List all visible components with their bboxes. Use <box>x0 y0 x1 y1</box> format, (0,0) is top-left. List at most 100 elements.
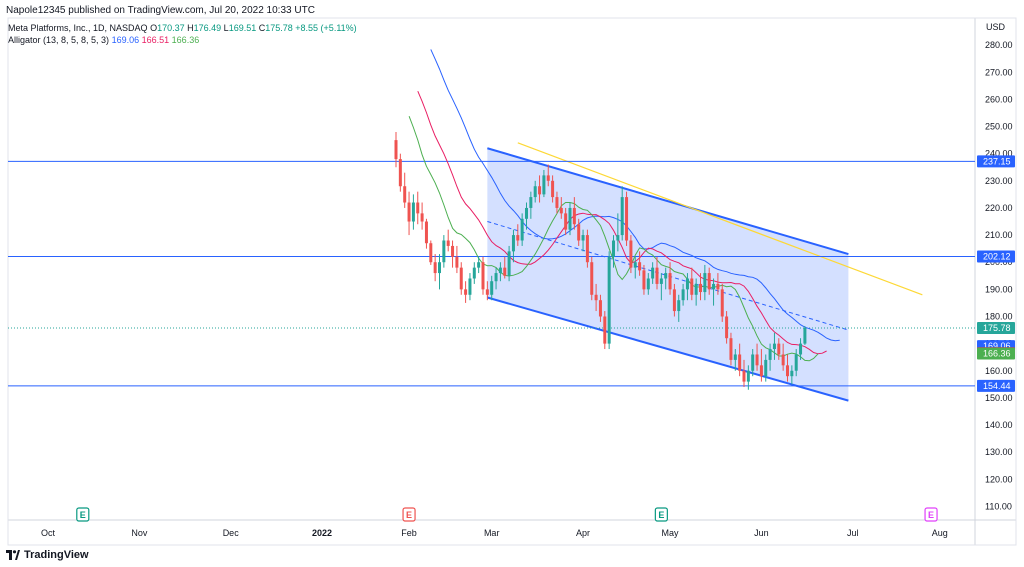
price-tick-label: 260.00 <box>985 94 1013 104</box>
price-tick-label: 150.00 <box>985 393 1013 403</box>
candle-body <box>603 316 607 344</box>
candle-body <box>612 240 615 257</box>
candle-body <box>659 278 663 284</box>
channel-fill <box>487 148 849 401</box>
time-tick-label: Jul <box>847 528 859 538</box>
symbol-legend-row: Meta Platforms, Inc., 1D, NASDAQ O170.37… <box>8 22 357 34</box>
time-tick-label: May <box>662 528 680 538</box>
candle-body <box>494 273 498 282</box>
candle-body <box>625 197 629 241</box>
candle-body <box>707 273 711 290</box>
price-badge <box>977 347 1015 360</box>
candle-body <box>699 283 702 293</box>
resistance-trendline <box>517 142 923 296</box>
channel-upper-line <box>487 147 849 256</box>
candle-body <box>633 262 637 268</box>
candle-body <box>546 175 550 181</box>
candle-body <box>772 343 776 350</box>
price-tick-label: 160.00 <box>985 366 1013 376</box>
candle-body <box>464 289 468 295</box>
candle-body <box>598 300 602 317</box>
time-tick-label: Jun <box>754 528 769 538</box>
candle-body <box>559 207 563 214</box>
candle-body <box>646 278 650 290</box>
candle-body <box>568 207 572 230</box>
earnings-marker <box>402 507 416 522</box>
price-badge <box>977 379 1015 392</box>
candle-body <box>638 262 642 271</box>
low-value: 169.51 <box>228 23 257 33</box>
jaw-value: 169.06 <box>111 35 140 45</box>
price-badge <box>977 155 1015 168</box>
low-label: L <box>223 23 229 33</box>
candle-body <box>685 278 689 290</box>
alligator-jaw-line <box>430 49 840 342</box>
candle-body <box>525 207 528 219</box>
candle-body <box>742 370 746 382</box>
candle-body <box>520 218 524 241</box>
chart-legend: Meta Platforms, Inc., 1D, NASDAQ O170.37… <box>8 22 357 46</box>
candle-body <box>585 235 589 263</box>
candle-body <box>451 245 455 257</box>
open-value: 170.37 <box>157 23 185 33</box>
indicator-name: Alligator (13, 8, 5, 8, 5, 3) <box>8 35 110 45</box>
price-tick-label: 250.00 <box>985 122 1013 132</box>
candle-body <box>407 202 411 222</box>
price-badge-label: 237.15 <box>983 156 1011 166</box>
price-badge-label: 175.78 <box>983 323 1011 333</box>
candle-body <box>411 202 415 222</box>
candle-body <box>433 262 437 274</box>
candles <box>394 131 807 390</box>
candle-body <box>668 273 672 290</box>
candle-body <box>577 224 581 241</box>
earnings-marker-label: E <box>406 510 412 520</box>
change-value: +8.55 (+5.11%) <box>295 23 357 33</box>
candle-body <box>446 240 450 246</box>
alligator-teeth-line <box>417 91 827 355</box>
candle-body <box>720 289 724 317</box>
price-tick-label: 230.00 <box>985 176 1013 186</box>
candle-body <box>759 365 763 377</box>
candle-body <box>764 359 768 377</box>
candle-body <box>799 343 803 355</box>
price-tick-label: 130.00 <box>985 447 1013 457</box>
currency-label: USD <box>986 22 1006 32</box>
candle-body <box>398 159 402 187</box>
candle-body <box>729 338 733 360</box>
grid <box>7 17 1017 546</box>
time-tick-label: Oct <box>41 528 56 538</box>
candle-body <box>420 213 424 222</box>
price-tick-label: 220.00 <box>985 203 1013 213</box>
close-value: 175.78 <box>265 23 293 33</box>
candle-body <box>794 354 798 371</box>
candle-body <box>703 273 707 293</box>
earnings-marker-label: E <box>658 510 664 520</box>
candle-body <box>655 267 659 284</box>
candle-body <box>690 278 694 295</box>
brand-name: TradingView <box>24 549 89 561</box>
candle-body <box>594 294 598 301</box>
price-tick-label: 190.00 <box>985 284 1013 294</box>
candle-body <box>533 186 537 198</box>
candle-body <box>681 289 685 301</box>
candle-body <box>564 213 568 230</box>
time-tick-label: Mar <box>484 528 500 538</box>
time-tick-label: Apr <box>576 528 590 538</box>
candle-body <box>803 327 807 344</box>
publish-line: Napole12345 published on TradingView.com… <box>6 5 315 16</box>
teeth-value: 166.51 <box>141 35 170 45</box>
symbol-name: Meta Platforms, Inc., 1D, NASDAQ <box>8 23 148 33</box>
price-tick-label: 270.00 <box>985 67 1013 77</box>
candle-body <box>581 235 585 241</box>
price-badge-label: 166.36 <box>983 348 1011 358</box>
candle-body <box>542 175 546 195</box>
tradingview-logo-icon <box>6 550 20 560</box>
candle-body <box>538 186 542 195</box>
candle-body <box>629 240 633 268</box>
candle-body <box>672 289 676 312</box>
candle-body <box>733 354 737 360</box>
time-tick-label: Dec <box>223 528 240 538</box>
candle-body <box>725 316 729 339</box>
